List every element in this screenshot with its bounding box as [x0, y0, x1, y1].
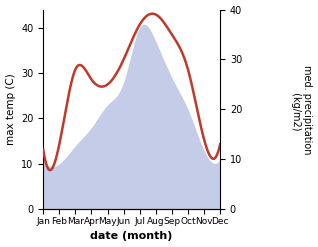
Y-axis label: med. precipitation
 (kg/m2): med. precipitation (kg/m2)	[291, 65, 313, 154]
X-axis label: date (month): date (month)	[91, 231, 173, 242]
Y-axis label: max temp (C): max temp (C)	[5, 74, 16, 145]
